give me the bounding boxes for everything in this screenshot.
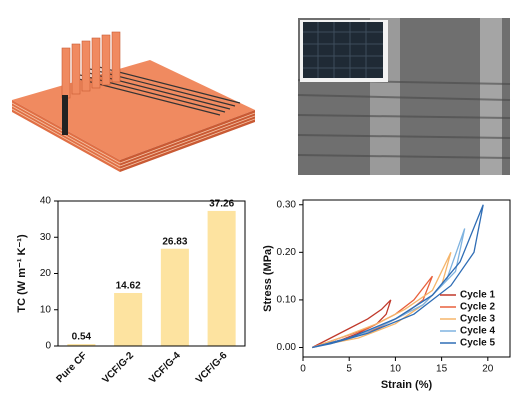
plot-frame xyxy=(57,200,246,347)
series-line xyxy=(311,252,452,349)
x-tick-label: 0 xyxy=(300,364,306,375)
x-tick-label: 10 xyxy=(390,364,402,375)
series-line xyxy=(311,275,434,349)
y-tick-label: 0.00 xyxy=(277,342,297,353)
y-tick-label: 0 xyxy=(45,341,51,352)
series-line xyxy=(312,228,466,349)
value-label: 0.54 xyxy=(72,332,92,343)
y-axis-label: TC (W m⁻¹ K⁻¹) xyxy=(16,234,28,313)
y-tick-label: 40 xyxy=(40,196,52,207)
y-tick-label: 20 xyxy=(40,268,52,279)
x-axis-label: Strain (%) xyxy=(381,379,433,391)
y-tick-label: 30 xyxy=(40,232,52,243)
value-label: 37.26 xyxy=(209,199,234,210)
x-tick-label: VCF/G-4 xyxy=(147,350,183,386)
bar xyxy=(114,293,143,346)
legend-label: Cycle 5 xyxy=(460,338,495,349)
x-tick-label: 15 xyxy=(436,364,448,375)
legend-label: Cycle 3 xyxy=(460,314,495,325)
legend-label: Cycle 2 xyxy=(460,302,495,313)
x-tick-label: Pure CF xyxy=(54,350,89,385)
y-tick-label: 0.20 xyxy=(277,247,297,258)
illustration xyxy=(11,31,256,172)
legend-label: Cycle 1 xyxy=(460,290,495,301)
x-tick-label: VCF/G-6 xyxy=(194,350,230,386)
bar xyxy=(67,344,96,346)
value-label: 14.62 xyxy=(116,281,141,292)
y-tick-label: 10 xyxy=(40,304,52,315)
x-tick-label: VCF/G-2 xyxy=(100,350,136,386)
series-line xyxy=(312,204,484,349)
series-line xyxy=(311,299,392,349)
x-tick-label: 5 xyxy=(346,364,352,375)
value-label: 26.83 xyxy=(162,236,187,247)
bar xyxy=(160,248,189,346)
bar xyxy=(207,210,236,346)
x-tick-label: 20 xyxy=(482,364,494,375)
y-tick-label: 0.30 xyxy=(277,199,297,210)
sem-image xyxy=(297,18,511,175)
y-tick-label: 0.10 xyxy=(277,295,297,306)
y-axis-label: Stress (MPa) xyxy=(262,245,274,312)
plot-frame xyxy=(302,199,511,358)
legend-label: Cycle 4 xyxy=(460,326,495,337)
